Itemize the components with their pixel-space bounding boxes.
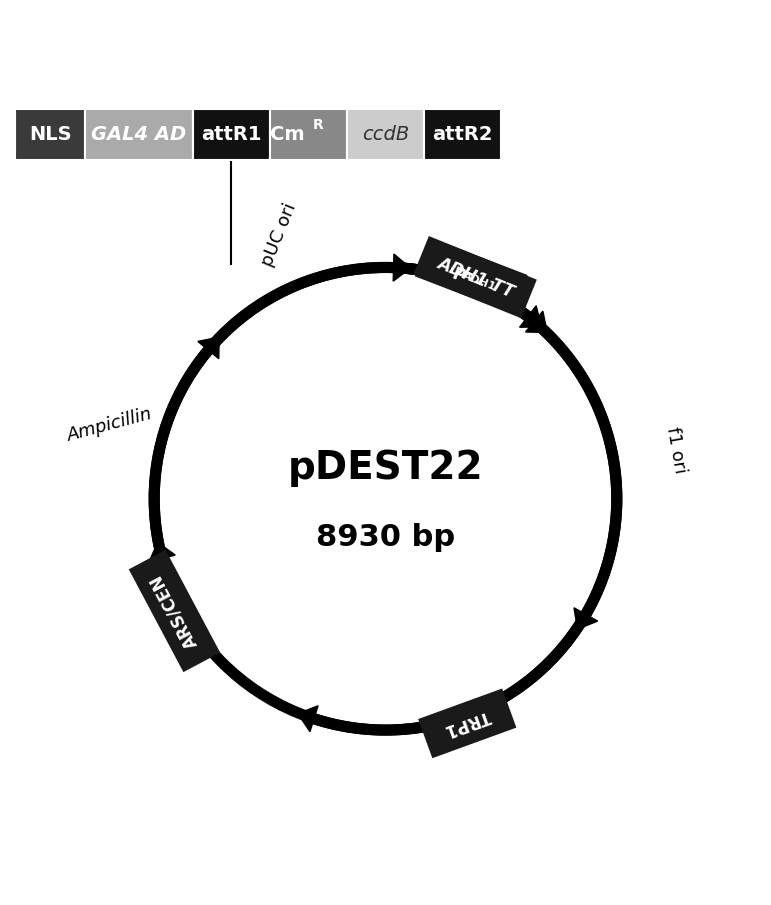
- Text: ADH1: ADH1: [461, 271, 497, 292]
- FancyBboxPatch shape: [129, 550, 221, 672]
- FancyBboxPatch shape: [413, 236, 537, 319]
- Polygon shape: [520, 306, 541, 328]
- Text: R: R: [312, 119, 323, 132]
- FancyBboxPatch shape: [424, 110, 501, 159]
- Polygon shape: [574, 608, 598, 629]
- Text: ccdB: ccdB: [362, 125, 409, 144]
- Polygon shape: [298, 706, 318, 731]
- Text: f1 ori: f1 ori: [662, 425, 689, 474]
- Polygon shape: [149, 542, 175, 562]
- Text: Ampicillin: Ampicillin: [66, 405, 154, 445]
- FancyBboxPatch shape: [15, 110, 85, 159]
- Polygon shape: [526, 311, 547, 332]
- Text: GAL4 AD: GAL4 AD: [91, 125, 187, 144]
- Text: Cm: Cm: [270, 125, 305, 144]
- Text: ADH1 TT: ADH1 TT: [434, 253, 516, 300]
- Text: NLS: NLS: [29, 125, 72, 144]
- FancyBboxPatch shape: [418, 689, 517, 758]
- Text: pDEST22: pDEST22: [288, 449, 483, 487]
- Text: pUC ori: pUC ori: [258, 200, 299, 269]
- Text: attR1: attR1: [201, 125, 261, 144]
- FancyBboxPatch shape: [347, 110, 424, 159]
- Text: attR2: attR2: [433, 125, 493, 144]
- FancyBboxPatch shape: [193, 110, 270, 159]
- Text: TRP1: TRP1: [442, 707, 493, 740]
- Text: 8930 bp: 8930 bp: [316, 523, 455, 552]
- FancyBboxPatch shape: [415, 237, 527, 314]
- Polygon shape: [393, 254, 410, 281]
- Text: ARS/CEN: ARS/CEN: [147, 571, 201, 651]
- Text: P: P: [449, 265, 467, 286]
- FancyBboxPatch shape: [85, 110, 193, 159]
- Polygon shape: [198, 337, 219, 358]
- FancyBboxPatch shape: [270, 110, 347, 159]
